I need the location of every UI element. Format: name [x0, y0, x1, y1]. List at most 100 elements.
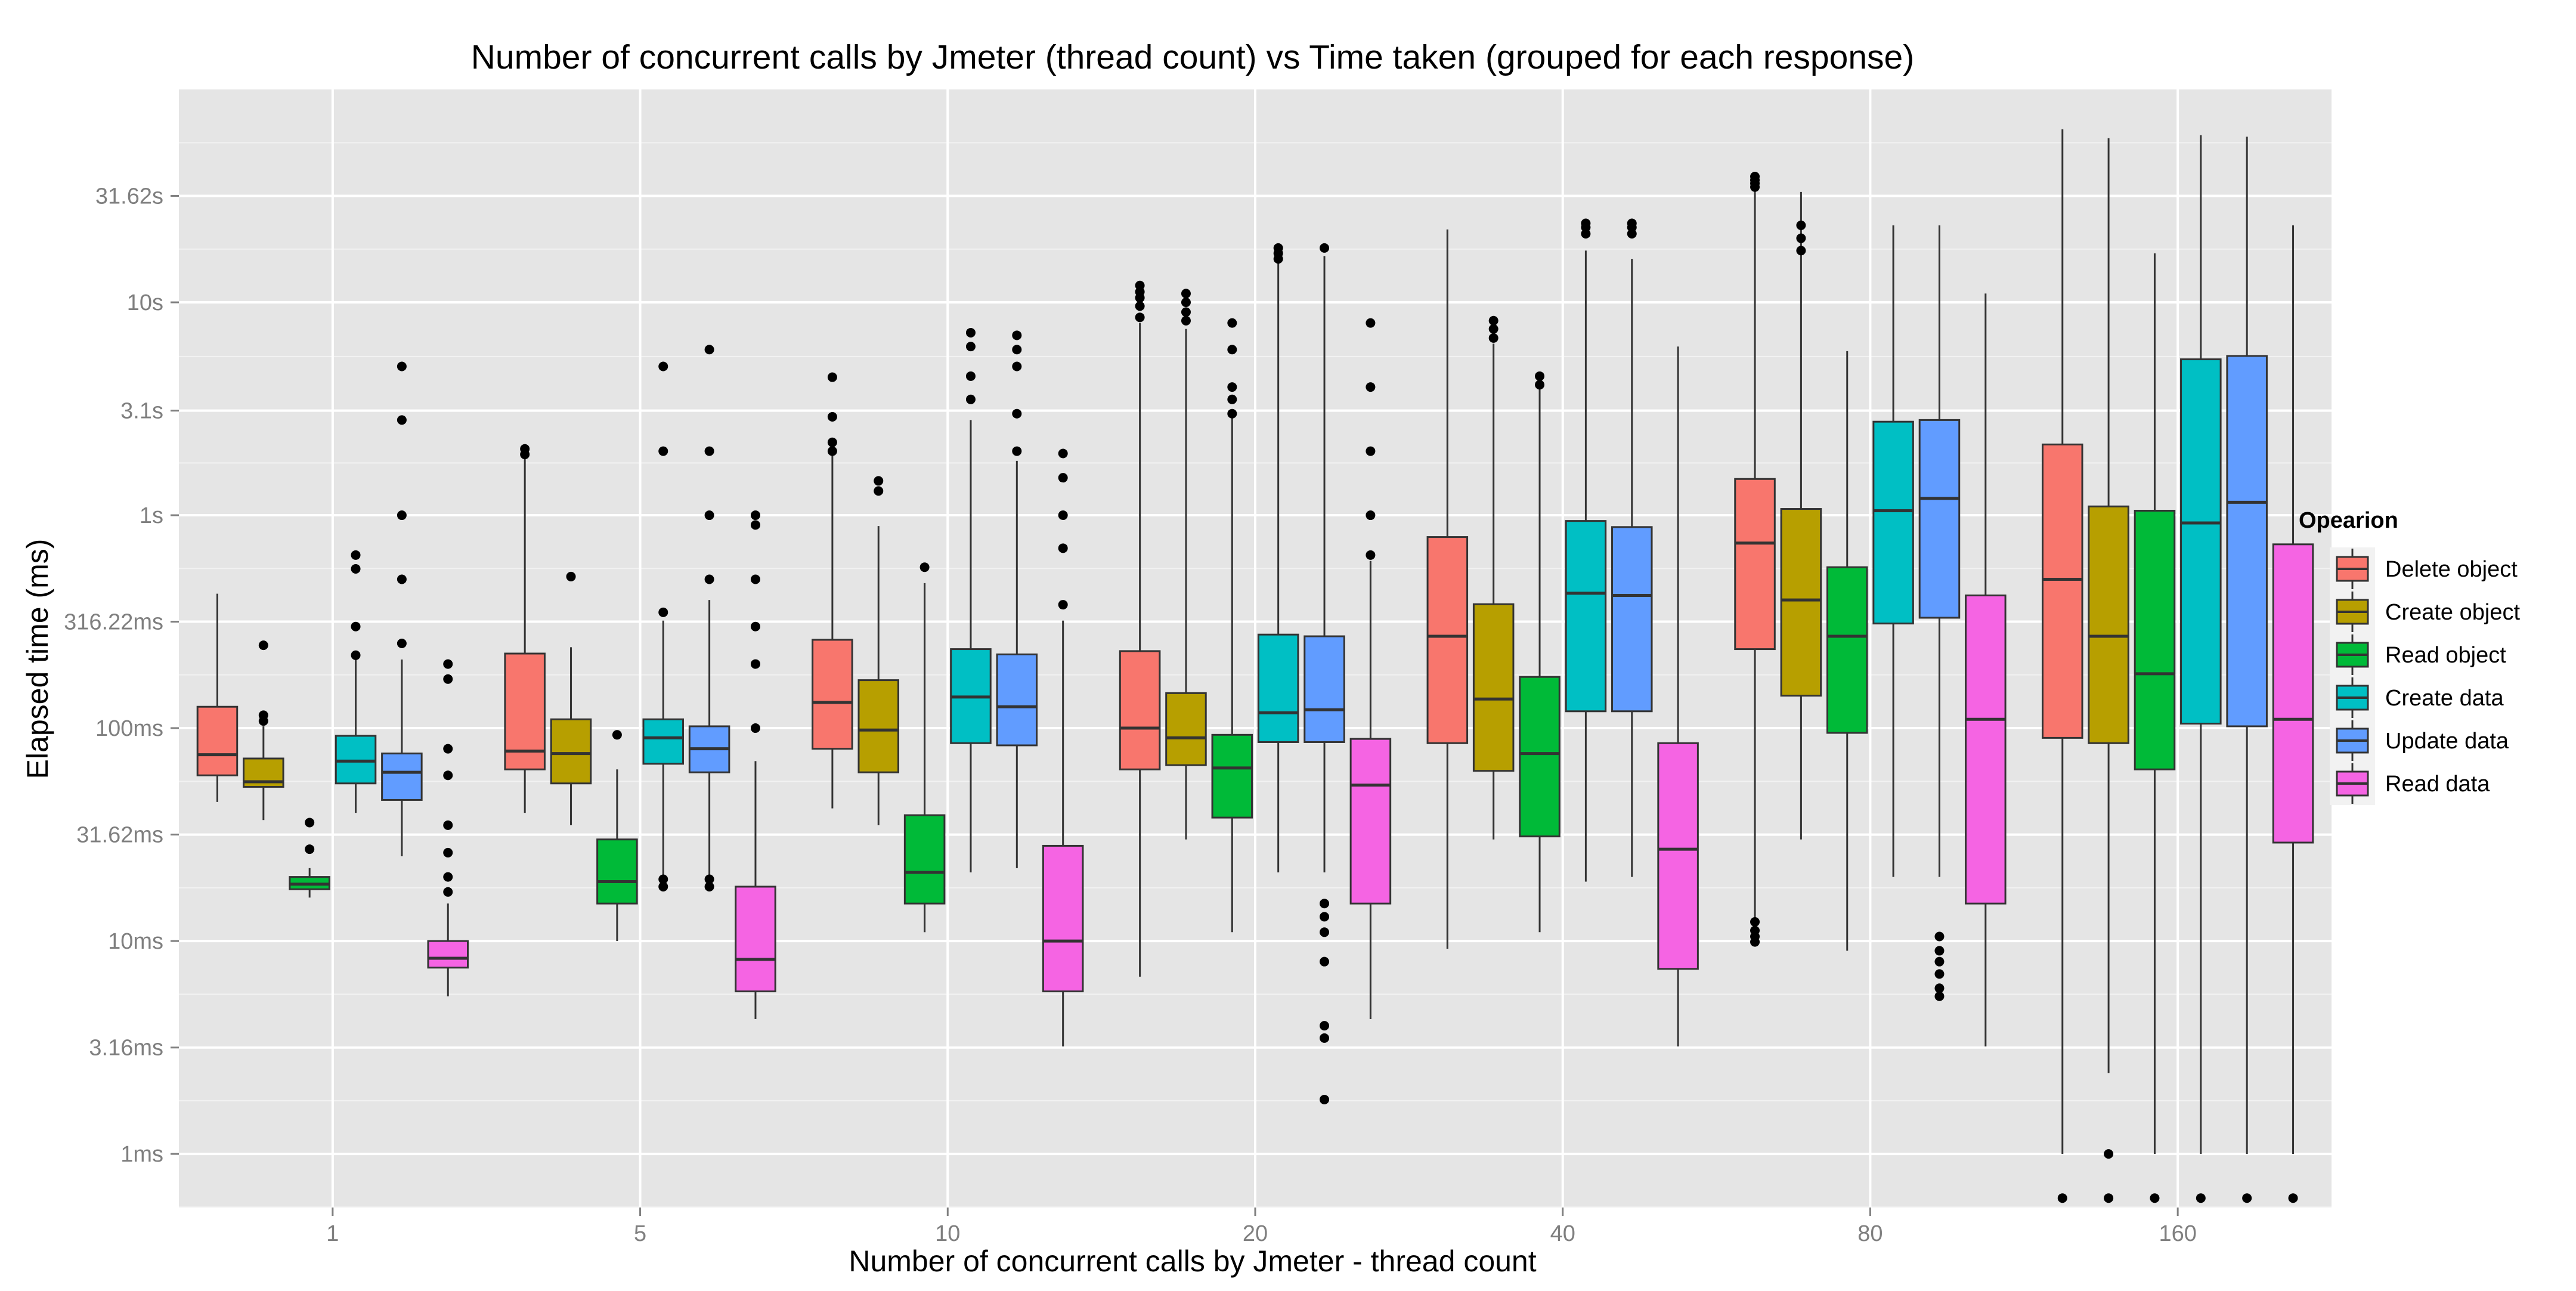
outlier-point	[965, 342, 976, 352]
legend-item: Delete object	[2330, 547, 2518, 590]
box-body	[1872, 420, 1914, 625]
outlier-point	[1488, 324, 1498, 334]
outlier-point	[827, 446, 837, 456]
outlier-point	[1181, 315, 1191, 326]
outlier-point	[704, 345, 714, 355]
outlier-point	[750, 723, 760, 733]
outlier-point	[2288, 1193, 2298, 1203]
outlier-point	[443, 872, 453, 882]
box	[1257, 243, 1299, 873]
outlier-point	[397, 574, 407, 584]
box	[1565, 218, 1607, 882]
box	[550, 571, 592, 825]
box	[996, 330, 1038, 868]
legend-label: Create data	[2385, 686, 2504, 711]
x-axis-label: Number of concurrent calls by Jmeter - t…	[849, 1244, 1536, 1278]
outlier-point	[397, 415, 407, 425]
outlier-point	[1934, 991, 1945, 1001]
legend-item: Update data	[2330, 719, 2509, 762]
box-body	[812, 639, 853, 750]
box	[335, 550, 377, 813]
outlier-point	[1750, 917, 1760, 927]
outlier-point	[827, 411, 837, 422]
box-body	[2134, 509, 2176, 770]
y-tick-label: 31.62s	[95, 184, 163, 209]
outlier-point	[704, 874, 714, 884]
outlier-point	[1320, 912, 1330, 922]
outlier-point	[443, 659, 453, 669]
box	[196, 593, 239, 802]
outlier-point	[750, 520, 760, 530]
outlier-point	[351, 564, 361, 574]
legend-label: Delete object	[2385, 557, 2518, 582]
box	[1119, 280, 1161, 977]
box-body	[1304, 635, 1345, 743]
outlier-point	[1135, 280, 1145, 290]
outlier-point	[1366, 446, 1376, 456]
outlier-point	[750, 510, 760, 521]
outlier-point	[1227, 394, 1237, 404]
box	[1042, 448, 1084, 1047]
outlier-point	[965, 327, 976, 338]
box	[289, 818, 330, 898]
box	[1165, 289, 1207, 840]
box-body	[1826, 566, 1868, 734]
box-body	[1565, 520, 1607, 713]
y-tick-label: 3.16ms	[89, 1036, 163, 1061]
outlier-point	[305, 844, 315, 855]
outlier-point	[1750, 925, 1760, 936]
outlier-point	[1227, 318, 1237, 328]
box	[243, 640, 284, 821]
outlier-point	[1366, 382, 1376, 392]
outlier-point	[1135, 301, 1145, 311]
box	[2041, 129, 2083, 1203]
box	[812, 372, 853, 809]
y-tick-label: 316.22ms	[64, 610, 163, 635]
outlier-point	[520, 444, 530, 454]
box	[642, 361, 685, 891]
outlier-point	[1012, 446, 1022, 456]
outlier-point	[1012, 361, 1022, 371]
outlier-point	[1012, 345, 1022, 355]
outlier-point	[2104, 1193, 2114, 1203]
box-body	[381, 753, 423, 801]
outlier-point	[1181, 289, 1191, 299]
box-body	[2226, 355, 2268, 727]
chart-title: Number of concurrent calls by Jmeter (th…	[471, 38, 1914, 76]
outlier-point	[2196, 1193, 2206, 1203]
box	[381, 361, 423, 857]
box-body	[1472, 603, 1515, 772]
outlier-point	[1796, 220, 1806, 230]
x-tick-label: 10	[935, 1221, 960, 1246]
legend-title: Opearion	[2299, 508, 2398, 533]
box	[1734, 171, 1776, 947]
box-body	[1611, 526, 1653, 713]
outlier-point	[750, 574, 760, 584]
box-body	[596, 838, 638, 905]
outlier-point	[704, 446, 714, 456]
box-body	[2180, 358, 2222, 725]
outlier-point	[566, 571, 576, 581]
outlier-point	[1934, 969, 1945, 979]
box-body	[1918, 419, 1961, 619]
outlier-point	[874, 476, 884, 486]
outlier-point	[612, 730, 622, 740]
y-tick-label: 100ms	[95, 716, 163, 741]
y-tick-label: 31.62ms	[76, 823, 163, 848]
box-body	[2041, 443, 2083, 739]
x-tick-label: 5	[634, 1221, 646, 1246]
legend-label: Read object	[2385, 643, 2506, 668]
box	[1826, 351, 1868, 951]
legend-item: Read object	[2330, 633, 2506, 676]
outlier-point	[827, 437, 837, 447]
outlier-point	[258, 640, 268, 651]
box-body	[1426, 536, 1469, 744]
outlier-point	[443, 744, 453, 754]
outlier-point	[258, 710, 268, 720]
legend-item: Create data	[2330, 676, 2504, 719]
outlier-point	[1320, 1094, 1330, 1104]
series-read-data	[427, 225, 2314, 1203]
outlier-point	[658, 881, 668, 891]
outlier-point	[1366, 510, 1376, 521]
